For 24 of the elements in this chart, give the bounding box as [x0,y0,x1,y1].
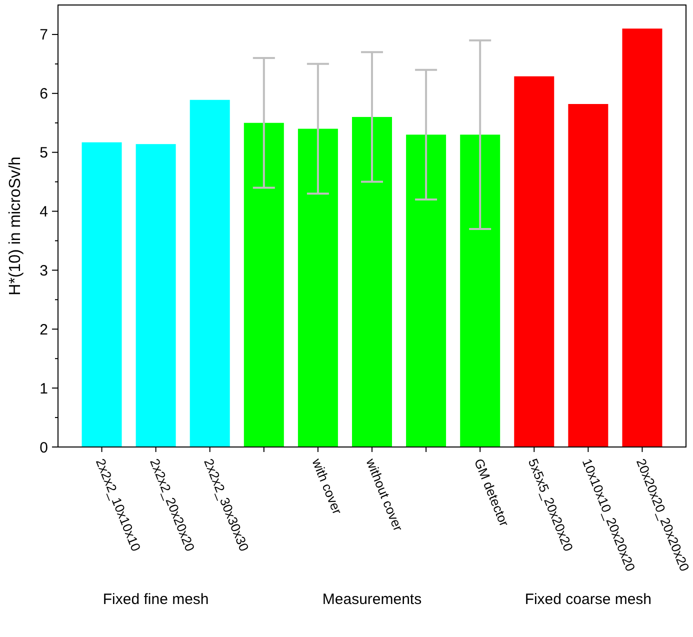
bar [298,128,338,447]
y-axis-title: H*(10) in microSv/h [7,156,24,296]
bar [244,122,284,447]
bar [82,142,122,447]
x-tick-label: with cover [308,456,346,518]
bar [622,28,662,447]
y-tick-label: 1 [40,380,48,398]
bar [514,76,554,447]
y-tick-label: 6 [40,86,48,103]
bar [352,116,392,447]
bar [406,134,446,447]
text: Fixed fine mesh [102,591,209,608]
y-tick-label: 5 [40,144,48,162]
bar [136,144,176,447]
bar [568,104,608,447]
text: Fixed coarse mesh [524,591,652,608]
text: Measurements [322,591,422,608]
y-tick-label: 2 [40,321,48,338]
bar [190,100,230,447]
y-tick-label: 0 [40,439,48,456]
y-tick-label: 4 [40,204,48,221]
bar [460,134,500,447]
y-tick-label: 7 [40,26,48,44]
y-tick-label: 3 [40,262,48,280]
